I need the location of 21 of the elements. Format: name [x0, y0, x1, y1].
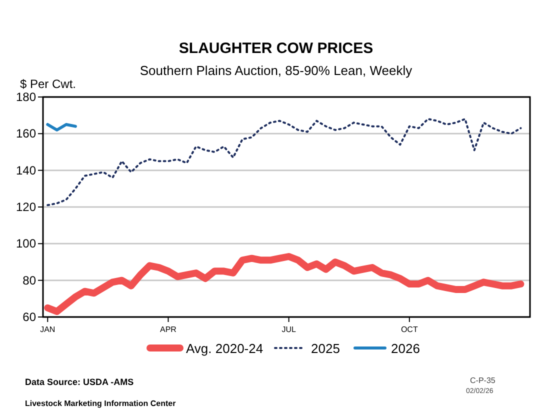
x-tick-label: JAN — [40, 325, 56, 334]
x-tick-label: OCT — [400, 325, 418, 334]
y-tick-label: 140 — [16, 163, 36, 178]
text: Livestock Marketing Information Center — [25, 399, 176, 408]
x-tick-label: APR — [160, 325, 177, 334]
legend-label: Avg. 2020-24 — [186, 341, 264, 356]
text: C-P-35 — [470, 376, 496, 385]
y-tick-label: 100 — [16, 236, 36, 251]
legend-label: 2026 — [391, 341, 420, 356]
chart-subtitle: Southern Plains Auction, 85-90% Lean, Weekly — [140, 63, 413, 78]
source-note: Data Source: USDA -AMS — [25, 377, 134, 387]
y-tick-label: 60 — [22, 310, 36, 324]
legend-label: 2025 — [311, 341, 340, 356]
y-tick-label: 120 — [16, 200, 36, 214]
y-tick-label: 180 — [16, 90, 36, 104]
y-tick-label: 160 — [16, 126, 36, 141]
y-axis-title: $ Per Cwt. — [20, 77, 76, 91]
chart-title: SLAUGHTER COW PRICES — [178, 40, 374, 57]
y-tick-label: 80 — [22, 273, 36, 288]
x-tick-label: JUL — [282, 325, 296, 334]
line-series — [46, 118, 522, 206]
